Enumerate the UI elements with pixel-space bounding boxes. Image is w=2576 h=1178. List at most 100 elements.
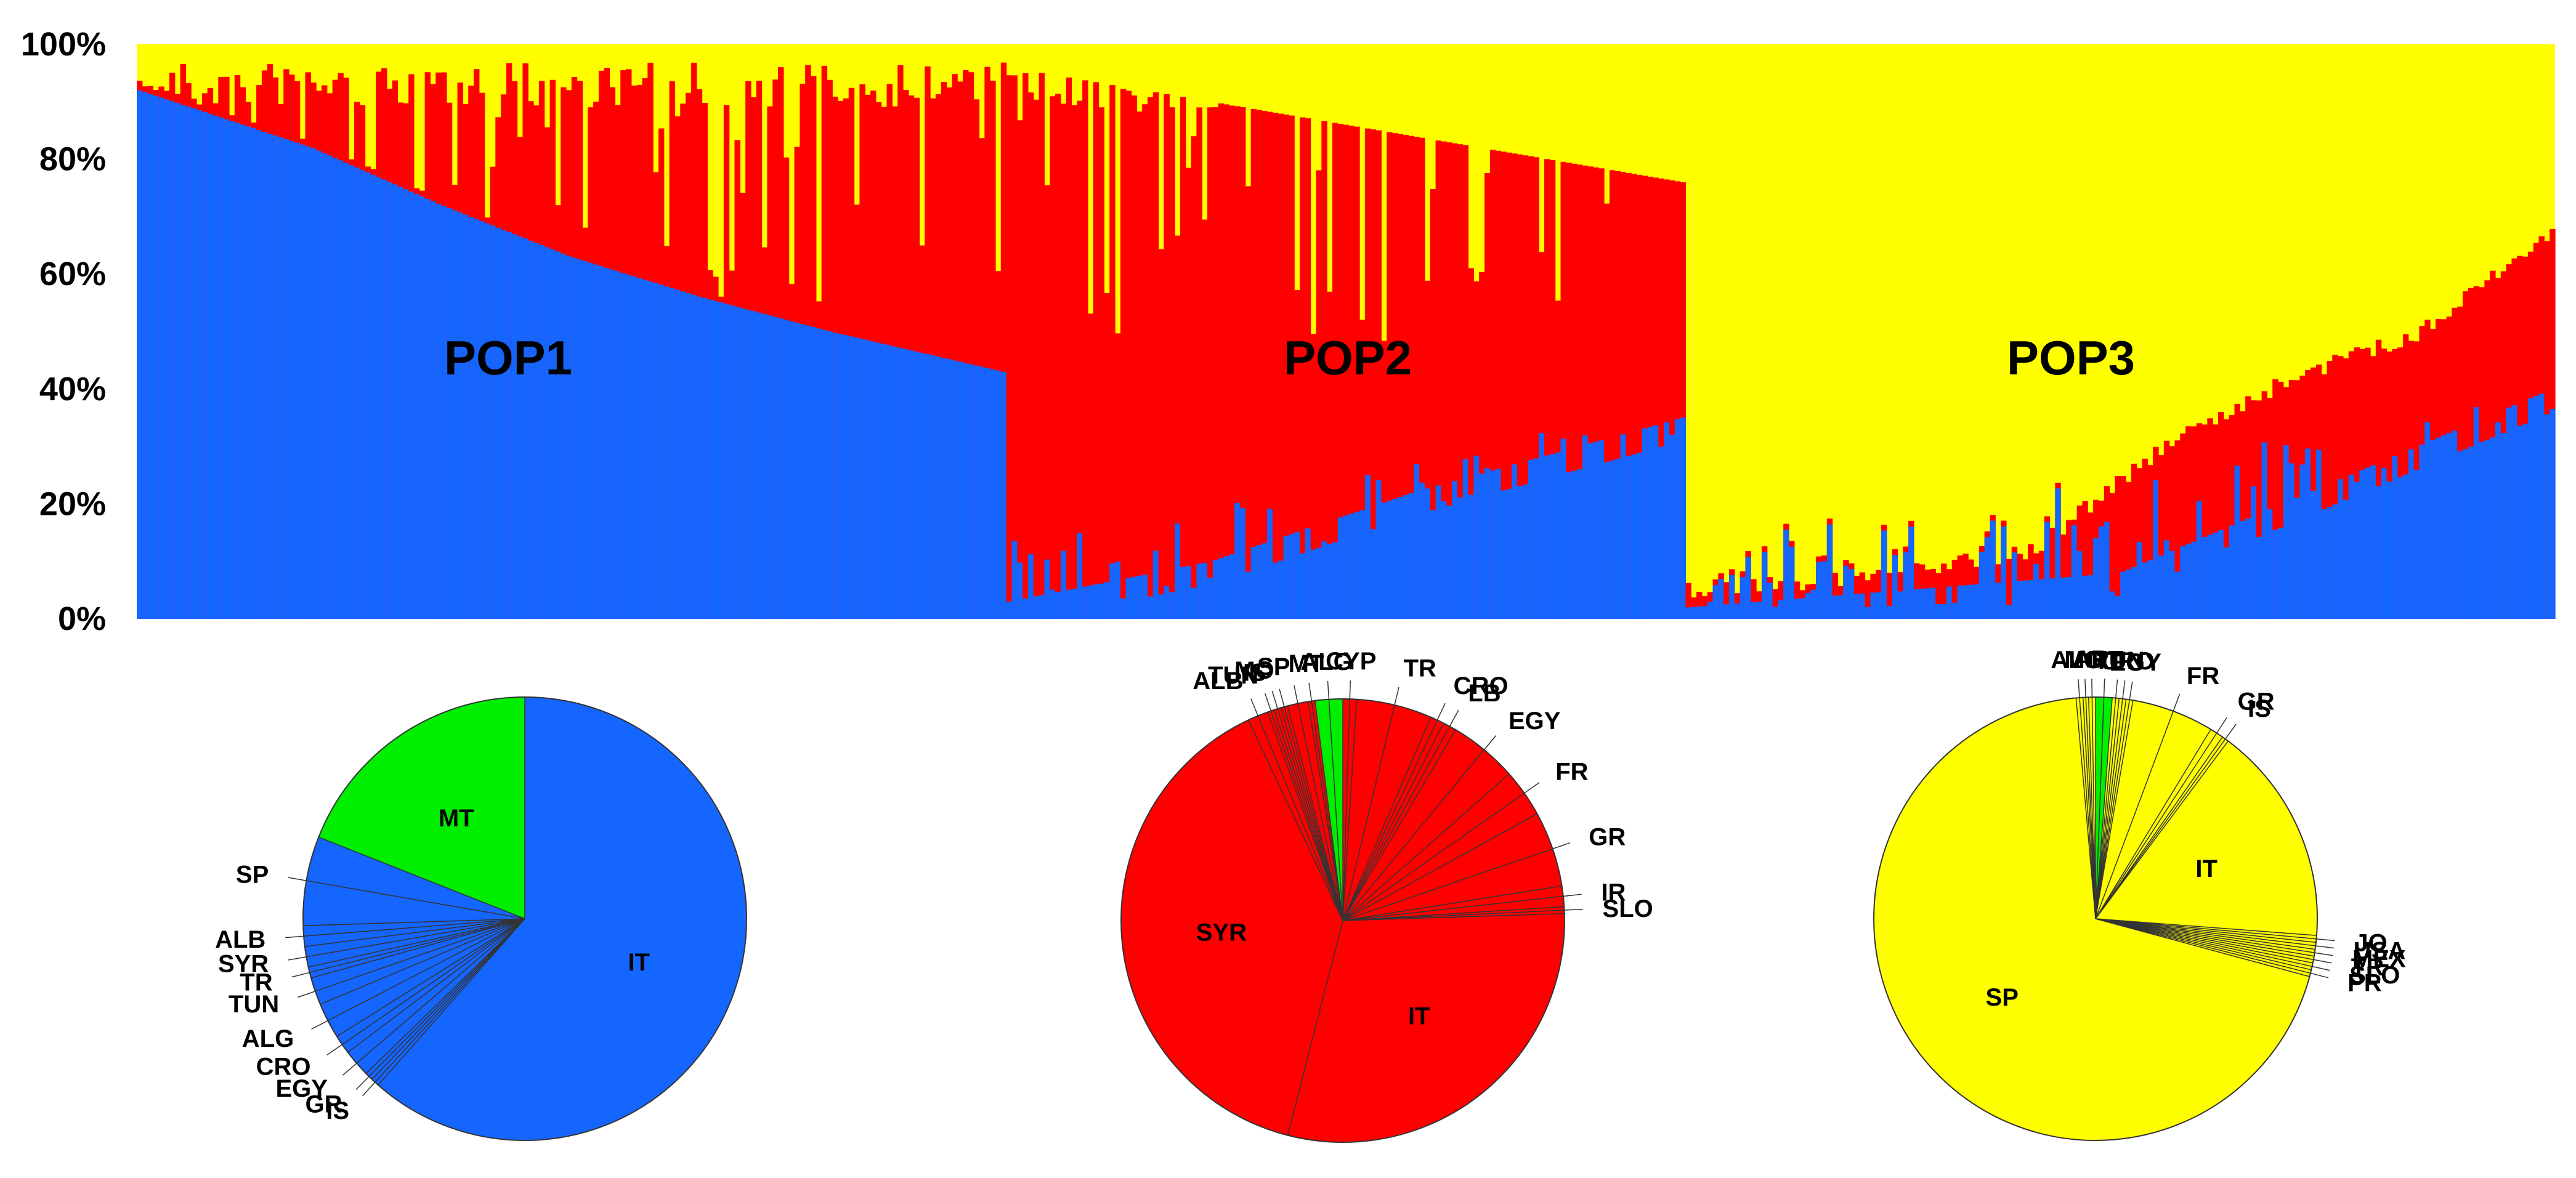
bar-red-segment bbox=[2131, 464, 2137, 619]
bar-blue-segment bbox=[2348, 474, 2355, 619]
bar-blue-segment bbox=[810, 326, 817, 619]
bar-blue-segment bbox=[283, 139, 290, 619]
bar-red-segment bbox=[2120, 476, 2126, 619]
pie-slice-border bbox=[2095, 918, 2314, 957]
bar-blue-segment bbox=[2522, 423, 2529, 619]
pie-leader-line bbox=[2095, 693, 2181, 919]
pie-leader-line bbox=[1308, 682, 1343, 921]
pie-slice-cro bbox=[336, 919, 525, 1053]
bar-blue-segment bbox=[1321, 541, 1327, 619]
pie-slice-egy bbox=[347, 919, 525, 1074]
pie-leader-line bbox=[2095, 918, 2329, 978]
bar-blue-segment bbox=[620, 273, 626, 619]
bar-blue-segment bbox=[930, 355, 936, 619]
bar-red-segment bbox=[1262, 111, 1268, 619]
bar-blue-segment bbox=[2354, 482, 2360, 619]
bar-blue-segment bbox=[729, 305, 735, 619]
bar-blue-segment bbox=[533, 243, 540, 619]
bar-red-segment bbox=[1158, 249, 1165, 619]
pie-slice-border bbox=[2082, 697, 2096, 919]
pie-leader-line bbox=[2095, 679, 2105, 919]
bar-blue-segment bbox=[1104, 582, 1110, 619]
bar-blue-segment bbox=[430, 201, 436, 619]
pie-label-tr: TR bbox=[1404, 655, 1436, 682]
bar-red-segment bbox=[2272, 379, 2278, 619]
bar-blue-segment bbox=[1908, 526, 1914, 619]
bar-blue-segment bbox=[1017, 562, 1023, 619]
pie-leader-line bbox=[1342, 908, 1583, 921]
bar-blue-segment bbox=[397, 187, 403, 619]
bar-blue-segment bbox=[604, 268, 610, 619]
bar-red-segment bbox=[2163, 440, 2170, 619]
bar-blue-segment bbox=[1946, 586, 1953, 619]
bar-blue-segment bbox=[1767, 583, 1773, 619]
bar-blue-segment bbox=[1359, 510, 1366, 619]
bar-red-segment bbox=[1370, 129, 1377, 619]
bar-blue-segment bbox=[973, 365, 980, 619]
bar-blue-segment bbox=[2185, 544, 2192, 619]
bar-red-segment bbox=[2321, 374, 2328, 619]
bar-blue-segment bbox=[2278, 527, 2284, 619]
bar-blue-segment bbox=[2402, 474, 2409, 619]
bar-blue-segment bbox=[180, 105, 186, 619]
bar-blue-segment bbox=[1023, 598, 1029, 619]
bar-blue-segment bbox=[555, 251, 561, 619]
bar-blue-segment bbox=[1799, 598, 1806, 619]
bar-blue-segment bbox=[1131, 576, 1137, 619]
bar-blue-segment bbox=[1614, 459, 1621, 619]
pie-slice-border bbox=[1342, 729, 1456, 921]
pie-slice-lb bbox=[1343, 723, 1456, 921]
bar-blue-segment bbox=[2060, 577, 2067, 619]
bar-blue-segment bbox=[1136, 575, 1143, 619]
bar-blue-segment bbox=[1087, 585, 1094, 619]
pie-label-tun: TUN bbox=[2094, 647, 2144, 674]
pie-slice-border bbox=[2095, 918, 2317, 936]
bar-blue-segment bbox=[463, 214, 469, 619]
bar-blue-segment bbox=[2044, 522, 2051, 619]
bar-blue-segment bbox=[767, 315, 773, 619]
bar-red-segment bbox=[1571, 163, 1578, 619]
bar-red-segment bbox=[1468, 268, 1474, 619]
bar-blue-segment bbox=[408, 192, 415, 619]
pie-leader-line bbox=[285, 918, 525, 938]
bar-blue-segment bbox=[1391, 498, 1398, 619]
bar-blue-segment bbox=[1234, 502, 1241, 619]
bar-red-segment bbox=[2060, 535, 2067, 619]
pie-slice-alg bbox=[320, 919, 525, 1036]
bar-red-segment bbox=[1419, 137, 1425, 619]
bar-blue-segment bbox=[2126, 569, 2132, 619]
bar-red-segment bbox=[2109, 493, 2115, 619]
bar-blue-segment bbox=[1419, 482, 1425, 619]
bar-blue-segment bbox=[1903, 552, 1909, 619]
bar-red-segment bbox=[2190, 426, 2197, 619]
bar-blue-segment bbox=[1305, 528, 1311, 619]
bar-blue-segment bbox=[1169, 592, 1175, 619]
bar-blue-segment bbox=[1707, 602, 1714, 619]
bar-blue-segment bbox=[1517, 486, 1523, 619]
bar-blue-segment bbox=[1886, 605, 1893, 619]
bar-blue-segment bbox=[1826, 524, 1833, 619]
bar-red-segment bbox=[1006, 75, 1013, 619]
bar-blue-segment bbox=[1175, 523, 1181, 619]
bar-blue-segment bbox=[2392, 456, 2398, 619]
bar-blue-segment bbox=[2315, 450, 2322, 619]
bar-blue-segment bbox=[865, 340, 871, 619]
bar-blue-segment bbox=[565, 256, 572, 619]
bar-red-segment bbox=[2065, 520, 2072, 619]
pie-slice-border bbox=[1342, 722, 1444, 921]
bar-blue-segment bbox=[1816, 562, 1822, 619]
bar-blue-segment bbox=[2049, 578, 2056, 619]
pie-label-cyp: CYP bbox=[1326, 648, 1376, 675]
bar-blue-segment bbox=[1718, 579, 1724, 619]
bar-blue-segment bbox=[1414, 464, 1420, 619]
pie-label-sp: SP bbox=[1986, 984, 2019, 1011]
bar-blue-segment bbox=[1055, 592, 1061, 619]
bar-blue-segment bbox=[1696, 606, 1703, 619]
bar-blue-segment bbox=[875, 342, 882, 619]
pie-slice-border bbox=[320, 918, 525, 1005]
bar-blue-segment bbox=[1637, 453, 1643, 619]
bar-blue-segment bbox=[2076, 551, 2083, 619]
bar-red-segment bbox=[1218, 103, 1225, 619]
pie-leader-line bbox=[2095, 918, 2333, 956]
